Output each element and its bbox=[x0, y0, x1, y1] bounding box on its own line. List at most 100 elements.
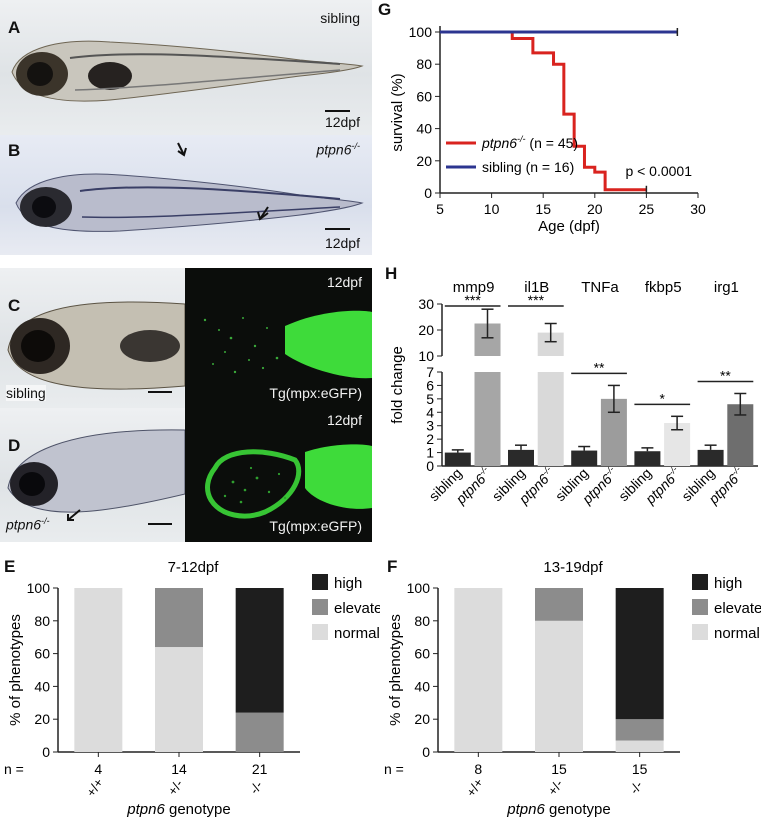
legend-swatch-normal bbox=[312, 624, 328, 640]
y-tick-label: 0 bbox=[426, 458, 434, 474]
legend-label-high: high bbox=[334, 575, 362, 592]
bar-sibling bbox=[697, 449, 724, 466]
n-value: 4 bbox=[94, 761, 102, 777]
y-axis-label: survival (%) bbox=[389, 73, 406, 151]
panel-d-photo: ptpn6-/- bbox=[0, 408, 185, 542]
zebrafish-larva-image bbox=[15, 142, 364, 232]
n-prefix: n = bbox=[4, 761, 24, 777]
legend-label: ptpn6-/- (n = 45) bbox=[481, 134, 578, 151]
zebrafish-larva-image bbox=[11, 40, 364, 112]
y-tick-label: 100 bbox=[407, 580, 431, 596]
y-tick-label: 20 bbox=[416, 153, 432, 169]
y-tick-label: 30 bbox=[418, 296, 434, 312]
legend-label-elevated: elevated bbox=[714, 600, 761, 617]
gene-label: TNFa bbox=[581, 280, 619, 296]
y-tick-label: 3 bbox=[426, 418, 434, 434]
panel-d-label: ptpn6-/- bbox=[6, 516, 50, 533]
stack-segment-elevated bbox=[615, 719, 664, 741]
legend-swatch-normal bbox=[692, 624, 708, 640]
x-tick-label: 5 bbox=[436, 201, 444, 217]
stack-segment-normal bbox=[615, 740, 664, 752]
y-tick-label: 40 bbox=[34, 678, 50, 694]
y-axis-label: % of phenotypes bbox=[7, 614, 24, 726]
panel-d-fluorescence: 12dpf Tg(mpx:eGFP) bbox=[185, 408, 372, 542]
legend-swatch-elevated bbox=[692, 599, 708, 615]
y-tick-label: 100 bbox=[409, 24, 433, 40]
panel-h-letter: H bbox=[385, 264, 398, 283]
survival-line-ptpn6 bbox=[440, 30, 647, 192]
genotype-label: +/- bbox=[545, 777, 566, 798]
y-tick-label: 40 bbox=[414, 678, 430, 694]
panel-c-photo: sibling bbox=[0, 268, 185, 408]
panel-c-letter: C bbox=[8, 296, 21, 315]
legend-label-normal: normal bbox=[714, 625, 760, 642]
legend-swatch-high bbox=[312, 574, 328, 590]
y-tick-label: 2 bbox=[426, 431, 434, 447]
genotype-label: -/- bbox=[246, 778, 265, 797]
bar-mutant bbox=[474, 372, 501, 466]
x-axis-label: ptpn6 genotype bbox=[126, 801, 230, 818]
significance-label: *** bbox=[464, 292, 481, 308]
panel-d-fluor-top: 12dpf bbox=[326, 412, 362, 428]
x-tick-label: 20 bbox=[587, 201, 603, 217]
y-tick-label: 80 bbox=[34, 613, 50, 629]
n-value: 21 bbox=[252, 761, 268, 777]
y-tick-label: 100 bbox=[27, 580, 51, 596]
genotype-label: +/- bbox=[165, 777, 186, 798]
y-tick-label: 5 bbox=[426, 391, 434, 407]
panel-b-label: ptpn6-/- bbox=[316, 141, 360, 158]
y-tick-label: 7 bbox=[426, 364, 434, 380]
genotype-label: +/+ bbox=[83, 775, 106, 799]
n-prefix: n = bbox=[384, 761, 404, 777]
significance-label: ** bbox=[594, 359, 605, 375]
n-value: 14 bbox=[171, 761, 187, 777]
gfp-fluorescence-image bbox=[203, 310, 372, 379]
legend-label-normal: normal bbox=[334, 625, 380, 642]
x-tick-label: 15 bbox=[535, 201, 551, 217]
panel-b-scale: 12dpf bbox=[324, 235, 360, 251]
stack-segment-elevated bbox=[535, 588, 583, 621]
zebrafish-head-image bbox=[7, 429, 185, 525]
significance-label: *** bbox=[528, 292, 545, 308]
y-axis-label: fold change bbox=[389, 346, 406, 424]
x-tick-label: 30 bbox=[690, 201, 706, 217]
y-axis-label: % of phenotypes bbox=[387, 614, 404, 726]
panel-b-letter: B bbox=[8, 141, 21, 160]
legend-swatch-elevated bbox=[312, 599, 328, 615]
y-tick-label: 20 bbox=[418, 322, 434, 338]
legend-label-high: high bbox=[714, 575, 742, 592]
gene-label: irg1 bbox=[714, 280, 739, 296]
n-value: 15 bbox=[551, 761, 567, 777]
gene-label: mmp9 bbox=[453, 280, 495, 296]
significance-label: * bbox=[660, 390, 666, 406]
gfp-fluorescence-image bbox=[205, 444, 372, 519]
panel-c-fluor-bottom: Tg(mpx:eGFP) bbox=[269, 385, 362, 401]
y-tick-label: 60 bbox=[34, 646, 50, 662]
bar-sibling bbox=[571, 450, 598, 466]
y-tick-label: 40 bbox=[416, 121, 432, 137]
legend-swatch-high bbox=[692, 574, 708, 590]
y-tick-label: 0 bbox=[42, 744, 50, 760]
bar-mutant-upper bbox=[537, 332, 564, 356]
y-tick-label: 6 bbox=[426, 377, 434, 393]
stack-segment-normal bbox=[155, 647, 203, 752]
panel-c-fluor-top: 12dpf bbox=[326, 274, 362, 290]
stack-segment-elevated bbox=[235, 712, 284, 752]
bar-sibling bbox=[634, 451, 661, 466]
bar-mutant bbox=[537, 372, 564, 466]
y-tick-label: 80 bbox=[414, 613, 430, 629]
panel-a-letter: A bbox=[8, 18, 21, 37]
stack-segment-elevated bbox=[155, 588, 203, 648]
x-axis-label: ptpn6 genotype bbox=[506, 801, 610, 818]
significance-label: ** bbox=[720, 367, 731, 383]
phenotype-stacked-chart-f: 13-19dpf 0 20 40 60 80 100 % of phenotypes 8+/+ 1… bbox=[384, 559, 761, 818]
survival-curve-chart: 0 20 40 60 80 100 5 10 15 20 25 30 Age (dpf) survival… bbox=[389, 24, 706, 235]
n-value: 15 bbox=[632, 761, 648, 777]
y-tick-label: 80 bbox=[416, 56, 432, 72]
y-tick-label: 60 bbox=[414, 646, 430, 662]
panel-a-label: sibling bbox=[320, 10, 360, 26]
genotype-label: +/+ bbox=[463, 775, 486, 799]
zebrafish-head-image bbox=[7, 301, 185, 393]
legend-label: sibling (n = 16) bbox=[482, 159, 574, 175]
